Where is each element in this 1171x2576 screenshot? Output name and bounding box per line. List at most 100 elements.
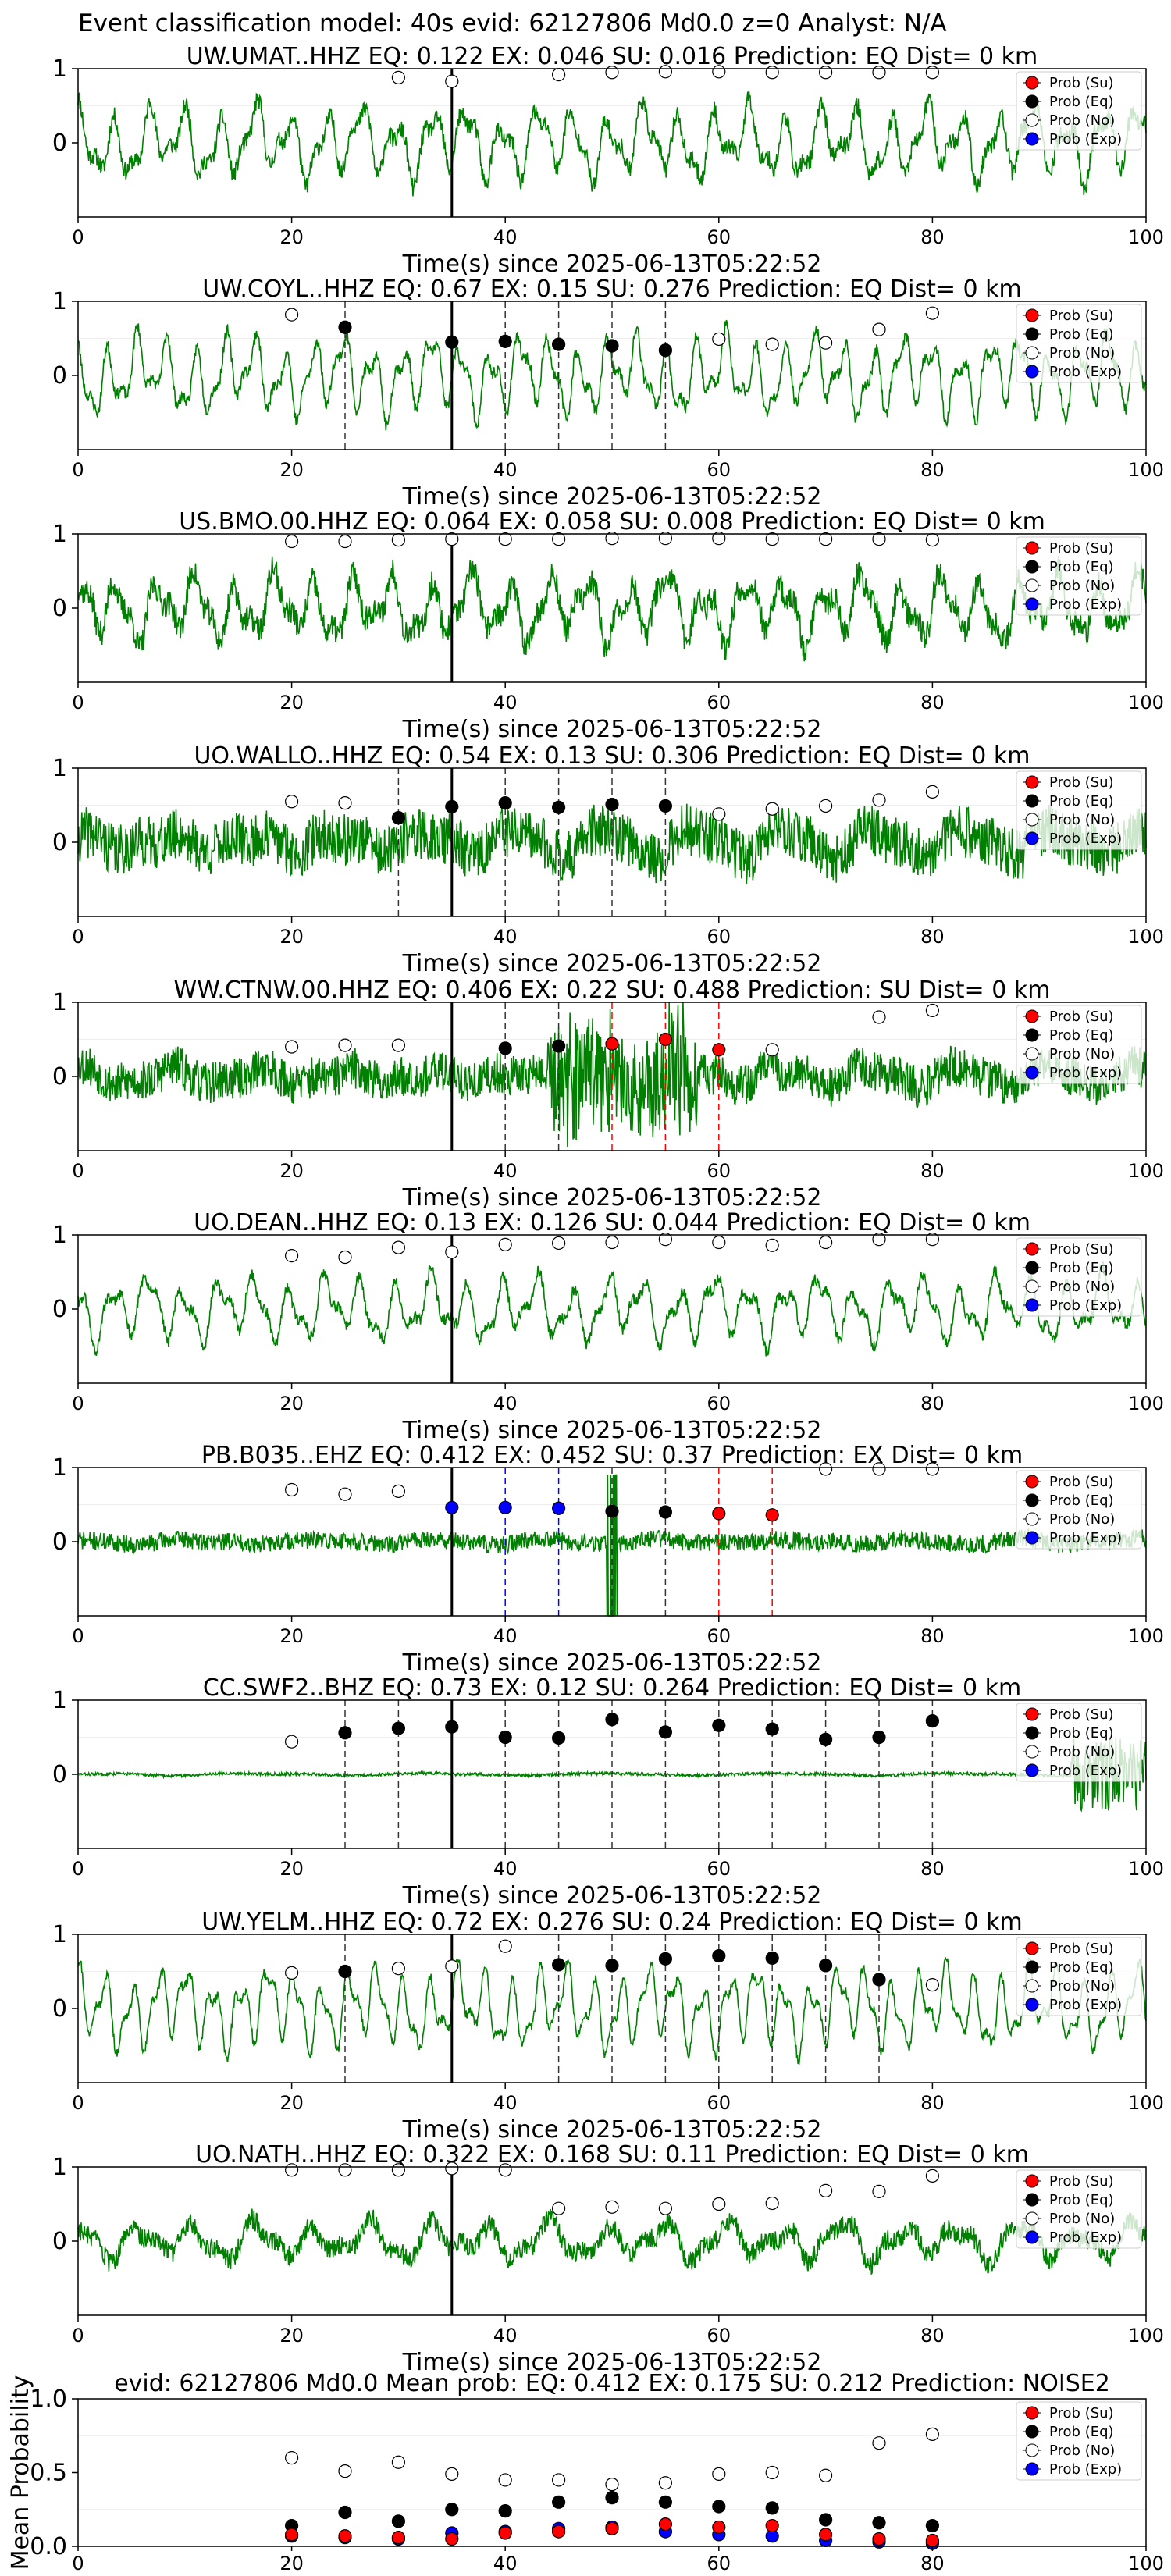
legend-label: Prob (Su) <box>1049 308 1114 324</box>
legend-marker-no <box>1025 1047 1039 1061</box>
mean-prob-marker-su <box>818 2528 833 2542</box>
mean-probability-panel: evid: 62127806 Md0.0 Mean prob: EQ: 0.41… <box>7 2370 1164 2574</box>
x-tick-label: 60 <box>707 1160 731 1182</box>
x-axis-label: Time(s) since 2025-06-13T05:22:52 <box>402 1417 822 1444</box>
prob-marker-no <box>765 802 779 816</box>
x-tick-label: 100 <box>1128 1160 1164 1182</box>
mean-prob-marker-su <box>605 2521 619 2535</box>
prob-marker-no <box>285 534 299 549</box>
x-tick-label: 40 <box>493 226 518 248</box>
x-tick-label: 0 <box>72 926 84 948</box>
mean-prob-marker-no <box>498 2473 512 2487</box>
legend-marker-eq <box>1025 2425 1039 2439</box>
prob-marker-no <box>712 65 726 79</box>
legend-label: Prob (Su) <box>1049 75 1114 91</box>
y-tick-label: 1 <box>52 521 67 548</box>
legend-label: Prob (Exp) <box>1049 1530 1122 1546</box>
legend-label: Prob (Su) <box>1049 1009 1114 1025</box>
mean-prob-marker-no <box>712 2467 726 2481</box>
mean-prob-marker-eq <box>712 2500 726 2514</box>
prob-marker-no <box>391 1038 405 1052</box>
prob-marker-no <box>338 1038 352 1052</box>
x-tick-label: 100 <box>1128 2325 1164 2347</box>
panel-title: UW.COYL..HHZ EQ: 0.67 EX: 0.15 SU: 0.276… <box>202 276 1022 303</box>
mean-prob-marker-su <box>872 2532 886 2546</box>
prob-marker-no <box>925 1978 940 1992</box>
legend-label: Prob (Exp) <box>1049 1065 1122 1081</box>
x-axis-label: Time(s) since 2025-06-13T05:22:52 <box>402 483 822 511</box>
prob-marker-no <box>712 807 726 821</box>
legend-frame <box>1016 1703 1142 1782</box>
legend-label: Prob (No) <box>1049 1511 1115 1528</box>
x-tick-label: 20 <box>279 1858 304 1880</box>
legend-marker-no <box>1025 113 1039 127</box>
prob-marker-eq <box>391 811 405 825</box>
prob-marker-no <box>338 2163 352 2177</box>
panel-title: CC.SWF2..BHZ EQ: 0.73 EX: 0.12 SU: 0.264… <box>203 1674 1021 1702</box>
prob-marker-no <box>551 532 566 546</box>
prob-marker-no <box>925 532 940 547</box>
prob-marker-eq <box>872 1730 886 1745</box>
panel-title: UW.YELM..HHZ EQ: 0.72 EX: 0.276 SU: 0.24… <box>201 1909 1022 1936</box>
y-tick-label: 0 <box>52 1063 67 1091</box>
prob-marker-no <box>712 532 726 546</box>
legend-label: Prob (Su) <box>1049 2405 1114 2421</box>
legend-label: Prob (No) <box>1049 1744 1115 1760</box>
x-axis-label: Time(s) since 2025-06-13T05:22:52 <box>402 1184 822 1212</box>
x-tick-label: 0 <box>72 2553 84 2574</box>
panel-title: UO.NATH..HHZ EQ: 0.322 EX: 0.168 SU: 0.1… <box>195 2141 1029 2169</box>
legend-marker-no <box>1025 2443 1039 2457</box>
x-tick-label: 40 <box>493 2092 518 2114</box>
x-tick-label: 20 <box>279 2092 304 2114</box>
mean-prob-marker-eq <box>498 2504 512 2518</box>
prob-marker-eq <box>605 1713 619 1727</box>
prob-marker-no <box>605 1235 619 1250</box>
mean-prob-marker-no <box>765 2465 779 2480</box>
x-tick-label: 100 <box>1128 459 1164 481</box>
y-axis-label: Mean Probability <box>7 2375 34 2571</box>
mean-prob-marker-su <box>658 2517 673 2532</box>
panel-title: evid: 62127806 Md0.0 Mean prob: EQ: 0.41… <box>114 2370 1110 2397</box>
prob-marker-eq <box>445 1720 459 1734</box>
legend: Prob (Su) Prob (Eq) Prob (No) Prob (Exp) <box>1016 2401 1142 2481</box>
waveform-panel: UO.DEAN..HHZ EQ: 0.13 EX: 0.126 SU: 0.04… <box>52 1209 1164 1444</box>
mean-prob-marker-su <box>551 2524 566 2539</box>
prob-marker-eq <box>338 1726 352 1740</box>
prob-marker-no <box>391 1240 405 1254</box>
legend-label: Prob (No) <box>1049 1279 1115 1295</box>
mean-prob-marker-no <box>872 2436 886 2450</box>
legend-marker-exp <box>1025 1998 1039 2012</box>
x-tick-label: 80 <box>920 459 945 481</box>
prob-marker-no <box>658 532 673 546</box>
legend-frame <box>1016 1005 1142 1084</box>
mean-prob-marker-eq <box>338 2505 352 2520</box>
prob-marker-no <box>498 1237 512 1251</box>
legend-label: Prob (Exp) <box>1049 1997 1122 2013</box>
legend-label: Prob (Eq) <box>1049 2192 1114 2208</box>
prob-marker-eq <box>498 796 512 810</box>
prob-marker-no <box>338 534 352 549</box>
prob-marker-no <box>285 2163 299 2177</box>
x-tick-label: 0 <box>72 2092 84 2114</box>
legend-frame <box>1016 304 1142 383</box>
prob-marker-no <box>872 1233 886 1247</box>
legend-frame <box>1016 1237 1142 1317</box>
legend-label: Prob (No) <box>1049 112 1115 129</box>
x-tick-label: 40 <box>493 459 518 481</box>
panel-title: PB.B035..EHZ EQ: 0.412 EX: 0.452 SU: 0.3… <box>201 1442 1023 1469</box>
legend-marker-exp <box>1025 597 1039 611</box>
x-axis-label: Time(s) since 2025-06-13T05:22:52 <box>402 1649 822 1677</box>
legend-marker-exp <box>1025 1531 1039 1545</box>
prob-marker-no <box>551 2201 566 2215</box>
panel-title: WW.CTNW.00.HHZ EQ: 0.406 EX: 0.22 SU: 0.… <box>174 977 1051 1004</box>
legend-marker-eq <box>1025 94 1039 109</box>
y-tick-label: 1 <box>52 55 67 83</box>
x-axis-label: Time(s) since 2025-06-13T05:22:52 <box>402 2116 822 2144</box>
prob-marker-eq <box>605 1504 619 1518</box>
prob-marker-eq <box>605 339 619 353</box>
legend-label: Prob (No) <box>1049 345 1115 361</box>
legend-marker-su <box>1025 1009 1039 1023</box>
prob-marker-no <box>765 2196 779 2211</box>
x-tick-label: 100 <box>1128 2553 1164 2574</box>
